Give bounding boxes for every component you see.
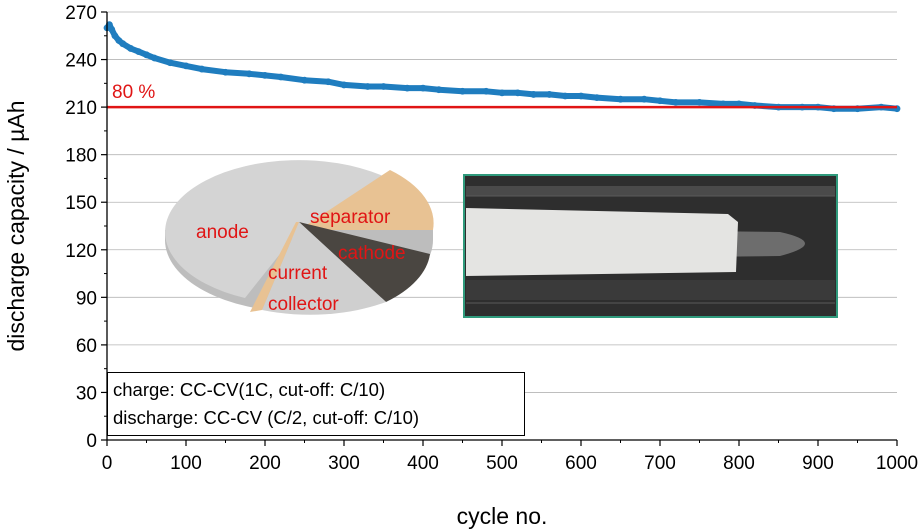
pie-collector-strip: [250, 222, 299, 312]
x-axis-ticks: [106, 440, 898, 446]
data-point: [435, 86, 443, 94]
pie-label-collector: collector: [268, 294, 339, 315]
data-point: [640, 95, 648, 103]
data-point: [277, 73, 285, 81]
y-tick-label-0: 0: [86, 431, 97, 452]
pie-inset: anode separator cathode current collecto…: [165, 160, 434, 315]
x-tick-label-300: 300: [328, 453, 360, 474]
data-point: [514, 89, 522, 97]
data-point: [593, 94, 601, 101]
y-tick-label-30: 30: [76, 383, 97, 404]
data-point: [403, 84, 411, 92]
y-tick-label-240: 240: [65, 51, 97, 72]
pie-cathode: [299, 222, 430, 302]
data-point: [735, 100, 743, 108]
data-point: [222, 68, 229, 76]
data-point: [340, 81, 348, 89]
data-point: [364, 83, 372, 90]
data-point: [127, 45, 135, 52]
data-point: [530, 91, 537, 98]
data-point: [419, 84, 427, 92]
x-tick-label-700: 700: [644, 453, 676, 474]
pie-label-current: current: [268, 263, 328, 284]
x-tick-label-200: 200: [249, 453, 281, 474]
electrode-photo-inset: [463, 174, 838, 318]
data-point: [301, 76, 308, 84]
x-tick-label-1000: 1000: [876, 453, 918, 474]
data-point: [459, 87, 466, 95]
data-point: [143, 51, 150, 59]
data-point: [696, 98, 703, 106]
x-tick-label-800: 800: [723, 453, 755, 474]
y-tick-label-270: 270: [65, 3, 97, 24]
data-point: [482, 87, 490, 95]
data-point: [108, 26, 116, 33]
data-point: [245, 70, 253, 78]
pie-label-anode: anode: [196, 222, 249, 243]
reference-line-label: 80 %: [112, 82, 155, 103]
data-series: [103, 21, 901, 113]
data-point: [324, 78, 332, 86]
x-tick-label-600: 600: [565, 453, 597, 474]
y-tick-label-60: 60: [76, 336, 97, 357]
data-point: [198, 65, 206, 73]
data-point: [182, 62, 190, 70]
data-point: [135, 48, 143, 56]
data-point: [617, 95, 624, 103]
data-point: [261, 72, 269, 79]
pie-label-separator: separator: [310, 207, 391, 228]
data-point: [166, 59, 174, 67]
data-point: [672, 98, 680, 106]
x-tick-label-100: 100: [170, 453, 202, 474]
data-point: [151, 54, 158, 62]
y-axis-label: discharge capacity / µAh: [3, 100, 29, 351]
x-tick-label-500: 500: [486, 453, 518, 474]
y-tick-label-210: 210: [65, 98, 97, 119]
data-point: [561, 92, 569, 100]
x-axis-label: cycle no.: [457, 503, 548, 529]
data-point: [111, 32, 119, 40]
data-point: [577, 92, 585, 100]
pie-current-collector: [262, 222, 386, 315]
pie-label-cathode: cathode: [338, 243, 406, 264]
data-point: [719, 100, 727, 108]
pie-separator: [299, 170, 434, 230]
data-point: [656, 97, 664, 105]
data-point: [546, 91, 553, 98]
x-tick-labels: 0 100 200 300 400 500 600 700 800 900 1000: [102, 453, 918, 474]
x-tick-label-400: 400: [407, 453, 439, 474]
y-tick-label-90: 90: [76, 288, 97, 309]
data-point: [380, 83, 387, 90]
y-tick-label-120: 120: [65, 241, 97, 262]
protocol-legend: charge: CC-CV(1C, cut-off: C/10) dischar…: [107, 372, 525, 436]
data-point: [119, 40, 127, 48]
legend-discharge: discharge: CC-CV (C/2, cut-off: C/10): [113, 407, 420, 428]
x-tick-label-0: 0: [102, 453, 113, 474]
x-tick-label-900: 900: [802, 453, 834, 474]
y-tick-label-180: 180: [65, 146, 97, 167]
y-tick-label-150: 150: [65, 193, 97, 214]
y-tick-labels: 0 30 60 90 120 150 180 210 240 270: [65, 3, 97, 452]
legend-charge: charge: CC-CV(1C, cut-off: C/10): [113, 379, 386, 400]
data-point: [498, 89, 506, 97]
